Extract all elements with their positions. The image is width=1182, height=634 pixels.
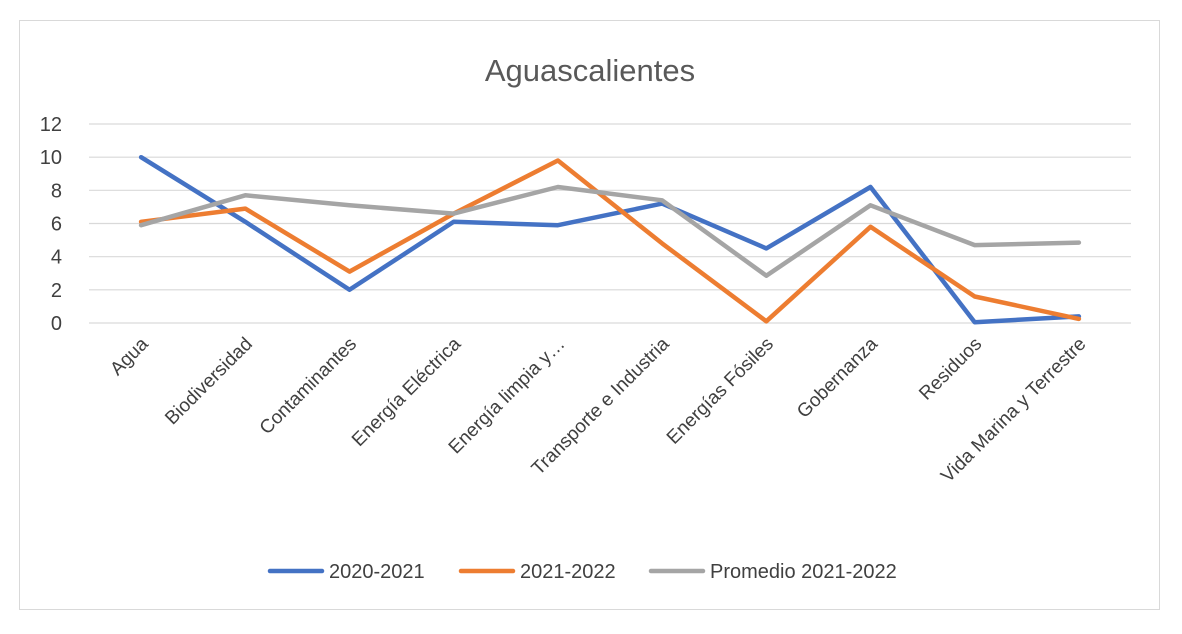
y-tick-label: 8 bbox=[51, 180, 62, 202]
legend: 2020-2021 2021-2022 Promedio 2021-2022 bbox=[267, 561, 897, 583]
y-tick-label: 12 bbox=[40, 114, 62, 136]
legend-label-1: 2021-2022 bbox=[520, 561, 616, 583]
y-tick-label: 2 bbox=[51, 280, 62, 302]
chart-title: Aguascalientes bbox=[485, 53, 695, 88]
x-category-label: Energías Fósiles bbox=[663, 334, 778, 449]
y-tick-label: 4 bbox=[51, 247, 62, 269]
x-category-label: Contaminantes bbox=[256, 334, 361, 439]
gridlines bbox=[89, 123, 1131, 324]
y-axis-ticks: 0 2 4 6 8 10 12 bbox=[40, 114, 62, 335]
y-tick-label: 10 bbox=[40, 147, 62, 169]
x-category-label: Energía Eléctrica bbox=[348, 333, 465, 450]
x-category-label: Agua bbox=[106, 333, 153, 380]
series-line-0 bbox=[138, 154, 1082, 325]
x-category-label: Energía limpia y… bbox=[445, 334, 570, 459]
legend-label-0: 2020-2021 bbox=[329, 561, 425, 583]
series-line-1 bbox=[138, 158, 1082, 324]
x-category-label: Gobernanza bbox=[793, 333, 882, 422]
x-category-label: Residuos bbox=[915, 334, 986, 405]
x-category-label: Biodiversidad bbox=[161, 334, 257, 430]
legend-label-2: Promedio 2021-2022 bbox=[710, 561, 897, 583]
series-line-2 bbox=[138, 184, 1082, 278]
series-lines bbox=[138, 154, 1082, 325]
y-tick-label: 6 bbox=[51, 214, 62, 236]
y-tick-label: 0 bbox=[51, 313, 62, 335]
